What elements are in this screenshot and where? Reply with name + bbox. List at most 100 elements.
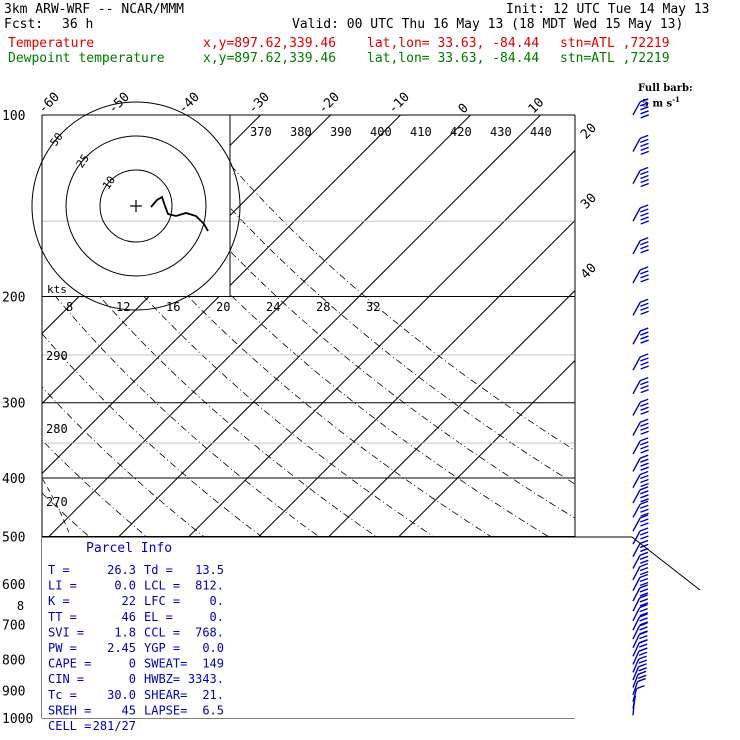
- wind-barb-staff: [632, 503, 641, 518]
- wind-barb-flag: [640, 445, 649, 450]
- temperature-legend-label: Temperature: [8, 36, 95, 51]
- parcel-field-label: LAPSE=: [144, 703, 187, 717]
- isotherm-line: [42, 115, 541, 615]
- theta-label: 290: [46, 349, 68, 363]
- speed-axis-label: 12: [116, 300, 130, 314]
- wind-barb-staff: [632, 240, 641, 255]
- wind-barb-flag: [637, 670, 647, 675]
- temperature-legend-xy: x,y=897.62,339.46: [203, 36, 337, 51]
- wind-barb-flag: [640, 559, 649, 564]
- wind-barb-flag: [639, 588, 649, 593]
- parcel-field-label: EL =: [144, 610, 173, 624]
- wind-barb-flag: [640, 426, 649, 431]
- wind-barb-flag: [640, 245, 649, 250]
- wind-barb: [632, 454, 649, 472]
- wind-barb-flag: [639, 298, 649, 303]
- wind-barb-flag: [639, 514, 649, 519]
- wind-barb-flag: [640, 249, 649, 254]
- parcel-field-value: 768.: [195, 625, 224, 639]
- parcel-info-edge: [631, 536, 701, 591]
- wind-barb-flag: [640, 478, 649, 484]
- theta-label: 430: [490, 125, 512, 139]
- wind-barb-flag: [640, 270, 649, 275]
- wind-barb: [632, 418, 649, 436]
- wind-barb-flag: [639, 634, 648, 640]
- wind-barb-flag: [637, 674, 647, 679]
- isotherm-line: [42, 115, 471, 545]
- wind-barb-flag: [640, 402, 649, 407]
- wind-barb: [632, 677, 646, 695]
- wind-barb-staff: [632, 207, 641, 222]
- pressure-tick-label: 1000: [2, 712, 33, 727]
- wind-barb-flag: [640, 146, 649, 152]
- wind-barb-staff: [632, 566, 641, 581]
- parcel-field-value: 0: [129, 672, 136, 686]
- parcel-field-value: 0.: [210, 594, 224, 608]
- parcel-info-title: Parcel Info: [86, 541, 172, 556]
- parcel-field-value: 22: [122, 594, 136, 608]
- wind-barb-flag: [640, 310, 649, 315]
- wind-barb-flag: [638, 655, 647, 660]
- wind-barb-staff: [632, 301, 641, 316]
- wind-barb-flag: [639, 566, 649, 572]
- wind-barb-staff: [632, 695, 637, 709]
- speed-axis-label: 32: [366, 300, 380, 314]
- parcel-field-value: 21.: [202, 688, 224, 702]
- theta-label: 270: [46, 495, 68, 509]
- wind-barb-flag: [640, 114, 649, 119]
- speed-axis-label: 28: [316, 300, 330, 314]
- wind-barb-flag: [638, 651, 648, 656]
- wind-barb-staff: [632, 597, 641, 612]
- hodograph-ring: [99, 169, 173, 243]
- wind-barb-flag: [639, 607, 648, 613]
- wind-barb: [632, 663, 647, 681]
- wind-barb-staff: [632, 658, 640, 673]
- wind-barb: [632, 134, 650, 156]
- wind-barb-flag: [640, 365, 649, 370]
- wind-barb-flag: [640, 150, 650, 156]
- isotherm-label: -10: [386, 90, 413, 117]
- wind-barb: [632, 327, 649, 345]
- parcel-field-value: 0.0: [202, 641, 224, 655]
- dewpoint-legend-xy: x,y=897.62,339.46: [203, 51, 337, 66]
- wind-barb-staff: [632, 616, 641, 631]
- wind-barb: [632, 562, 649, 581]
- parcel-field-label: SVI =: [48, 625, 84, 639]
- wind-barb-flag: [640, 138, 649, 144]
- wind-barb-flag: [639, 376, 649, 382]
- valid-time: Valid: 00 UTC Thu 16 May 13 (18 MDT Wed …: [292, 17, 684, 32]
- wind-barb-flag: [640, 458, 649, 463]
- wind-barb-flag: [639, 527, 649, 532]
- wind-barb-flag: [640, 535, 649, 540]
- wind-barb: [632, 470, 649, 489]
- wind-barb-flag: [639, 134, 649, 140]
- wind-barb-flag: [640, 522, 649, 527]
- wind-barb-flag: [639, 470, 649, 476]
- wind-barb-flag: [640, 274, 649, 279]
- parcel-field-label: K =: [48, 594, 70, 608]
- parcel-field-value: 812.: [195, 579, 224, 593]
- wind-barb-staff: [632, 440, 641, 455]
- wind-barb-flag: [636, 684, 645, 690]
- wind-barb: [632, 500, 649, 518]
- wind-barb-flag: [640, 380, 649, 386]
- isotherm-label: 40: [578, 261, 600, 283]
- hodograph-ring: [31, 101, 241, 311]
- wind-barb-staff: [632, 688, 638, 702]
- hodograph-ring: [65, 135, 207, 277]
- hodograph-ring-label: 25: [74, 152, 92, 170]
- parcel-field-label: SREH =: [48, 703, 91, 717]
- wind-barb-staff: [632, 356, 641, 371]
- pressure-tick-label: 200: [2, 291, 25, 306]
- wind-barb-flag: [638, 659, 648, 664]
- parcel-field-label: PW =: [48, 641, 77, 655]
- hodograph-ring-label: 50: [48, 130, 66, 148]
- wind-barb-staff: [632, 489, 641, 504]
- parcel-field-label: CIN =: [48, 672, 84, 686]
- wind-barb-flag: [639, 98, 649, 103]
- wind-barb-flag: [640, 498, 649, 503]
- wind-barb-staff: [632, 666, 640, 681]
- wind-barb-flag: [639, 573, 649, 579]
- parcel-field-value: 3343.: [188, 672, 224, 686]
